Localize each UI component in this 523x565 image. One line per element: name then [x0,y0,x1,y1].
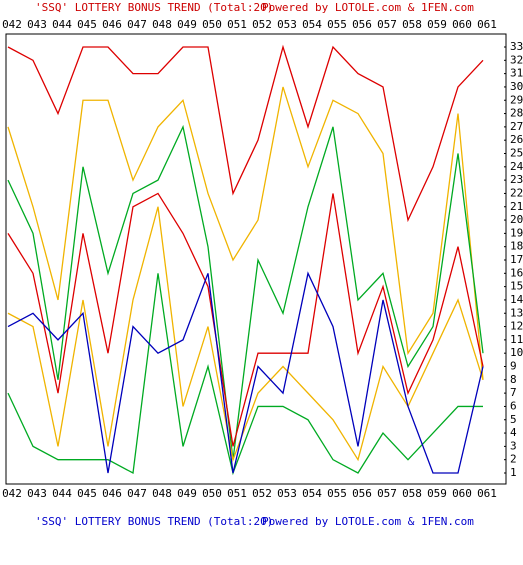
series-line [7,273,483,476]
x-tick-label-bottom: 042 [2,487,22,500]
credit: Powered by LOTOLE.com & 1FEN.com [262,1,474,14]
y-tick-label: 26 [510,133,523,146]
y-tick-label: 15 [510,280,523,293]
y-tick-label: 23 [510,173,523,186]
x-tick-label-top: 042 [2,18,22,31]
y-tick-label: 29 [510,93,523,106]
x-tick-label-top: 044 [52,18,72,31]
y-tick-label: 3 [510,439,517,452]
x-tick-label-top: 054 [302,18,322,31]
x-tick-label-top: 061 [477,18,497,31]
y-tick-label: 5 [510,413,517,426]
y-tick-label: 9 [510,360,517,373]
x-tick-label-bottom: 054 [302,487,322,500]
x-tick-label-top: 045 [77,18,97,31]
x-tick-label-bottom: 044 [52,487,72,500]
y-tick-label: 7 [510,386,517,399]
y-tick-label: 19 [510,226,523,239]
x-tick-label-bottom: 057 [377,487,397,500]
x-tick-label-top: 053 [277,18,297,31]
x-tick-label-top: 052 [252,18,272,31]
x-tick-label-top: 058 [402,18,422,31]
series-line [7,124,484,460]
x-tick-label-top: 057 [377,18,397,31]
x-tick-label-top: 043 [27,18,47,31]
x-tick-label-top: 056 [352,18,372,31]
series-line [7,86,484,380]
x-tick-label-bottom: 056 [352,487,372,500]
y-tick-label: 16 [510,266,523,279]
x-tick-label-top: 047 [127,18,147,31]
series-line [7,192,484,447]
y-tick-label: 11 [510,333,523,346]
y-tick-label: 18 [510,240,523,253]
y-tick-label: 12 [510,320,523,333]
y-tick-label: 17 [510,253,523,266]
y-tick-label: 6 [510,399,517,412]
series-line [7,271,484,474]
x-tick-label-bottom: 053 [277,487,297,500]
x-tick-label-bottom: 060 [452,487,472,500]
y-tick-label: 32 [510,53,523,66]
x-tick-label-bottom: 058 [402,487,422,500]
x-tick-label-top: 051 [227,18,247,31]
x-tick-label-top: 059 [427,18,447,31]
y-tick-label: 4 [510,426,517,439]
x-tick-label-bottom: 048 [152,487,172,500]
x-tick-label-top: 050 [202,18,222,31]
x-tick-label-bottom: 049 [177,487,197,500]
x-tick-label-bottom: 043 [27,487,47,500]
y-tick-label: 27 [510,120,523,133]
y-tick-label: 14 [510,293,523,306]
x-tick-label-bottom: 045 [77,487,97,500]
x-tick-label-bottom: 061 [477,487,497,500]
series-line [7,206,484,463]
y-tick-label: 2 [510,453,517,466]
x-tick-label-bottom: 051 [227,487,247,500]
x-tick-label-bottom: 052 [252,487,272,500]
y-tick-label: 30 [510,80,523,93]
y-tick-label: 21 [510,200,523,213]
x-tick-label-top: 055 [327,18,347,31]
footer-credit: Powered by LOTOLE.com & 1FEN.com [262,515,474,528]
y-tick-label: 8 [510,373,517,386]
footer-title: 'SSQ' LOTTERY BONUS TREND (Total:20) [35,515,273,528]
x-tick-label-bottom: 046 [102,487,122,500]
series-line [7,44,484,223]
y-tick-label: 13 [510,306,523,319]
chart-title: 'SSQ' LOTTERY BONUS TREND (Total:20) [35,1,273,14]
y-tick-label: 31 [510,67,523,80]
x-tick-label-bottom: 059 [427,487,447,500]
plot-frame [5,33,507,485]
y-tick-label: 24 [510,160,523,173]
x-tick-label-top: 060 [452,18,472,31]
x-tick-label-bottom: 050 [202,487,222,500]
y-tick-label: 22 [510,186,523,199]
y-tick-label: 28 [510,107,523,120]
x-tick-label-bottom: 047 [127,487,147,500]
y-tick-label: 25 [510,147,523,160]
x-tick-label-top: 046 [102,18,122,31]
y-tick-label: 20 [510,213,523,226]
x-tick-label-top: 048 [152,18,172,31]
y-tick-label: 10 [510,346,523,359]
x-tick-label-bottom: 055 [327,487,347,500]
x-tick-label-top: 049 [177,18,197,31]
y-tick-label: 1 [510,466,517,479]
y-tick-label: 33 [510,40,523,53]
